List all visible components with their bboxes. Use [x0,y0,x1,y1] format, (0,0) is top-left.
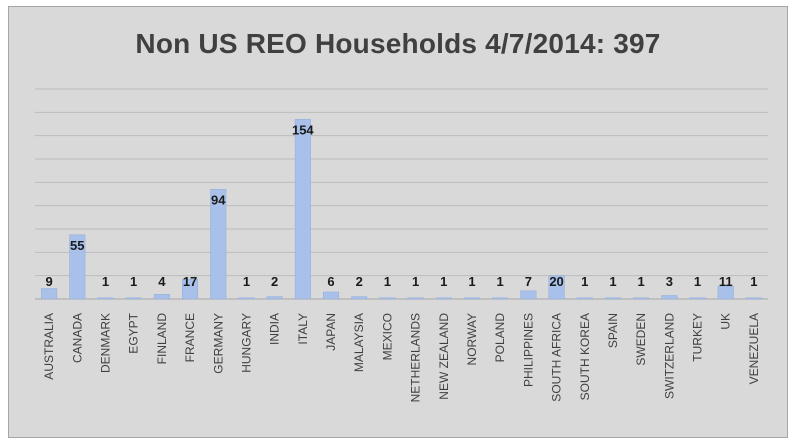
data-label: 1 [609,274,616,289]
bar [351,296,368,300]
bar [717,285,734,300]
category-tick-label: TURKEY [691,313,705,362]
bar [492,297,509,300]
category-tick-label: SWEDEN [634,313,648,366]
gridlines [35,88,768,300]
bar [182,278,199,300]
data-label: 3 [666,274,673,289]
data-label: 17 [183,274,197,289]
category-tick-label: DENMARK [98,313,112,373]
data-label: 1 [581,274,588,289]
data-label: 9 [45,274,52,289]
data-label: 1 [102,274,109,289]
category-tick-label: NETHERLANDS [409,313,423,402]
category-tick-label: UK [719,313,733,330]
bar [294,119,311,300]
bar [379,297,396,300]
data-label: 1 [412,274,419,289]
bar [125,297,142,300]
category-tick-label: CANADA [70,313,84,363]
data-label: 1 [638,274,645,289]
category-tick-label: GERMANY [211,313,225,374]
bar [548,275,565,300]
bar [604,297,621,300]
category-tick-label: HUNGARY [239,313,253,373]
bar [69,234,86,300]
bar [633,297,650,300]
bar [689,297,706,300]
bar [435,297,452,300]
data-label: 1 [750,274,757,289]
category-tick-label: ITALY [296,313,310,345]
data-label: 1 [694,274,701,289]
category-tick-labels: AUSTRALIA CANADA DENMARK EGYPT FINLAND FRANCE… [42,312,761,402]
bar [463,297,480,300]
bar [520,290,537,300]
chart-title: Non US REO Households 4/7/2014: 397 [135,28,661,59]
data-label: 4 [158,274,166,289]
category-tick-label: SOUTH KOREA [578,313,592,400]
category-tick-label: EGYPT [127,312,141,353]
data-label: 1 [468,274,475,289]
data-label: 20 [549,274,563,289]
category-tick-label: MEXICO [380,313,394,360]
bars [41,119,762,300]
category-tick-label: FRANCE [183,313,197,362]
bar [238,297,255,300]
data-label: 1 [497,274,504,289]
data-label: 1 [384,274,391,289]
category-tick-label: SWITZERLAND [662,313,676,399]
category-tick-label: NORWAY [465,313,479,365]
data-label: 94 [211,192,226,207]
bar [323,291,340,300]
category-tick-label: NEW ZEALAND [437,313,451,400]
data-label: 11 [719,274,733,289]
data-label: 6 [327,274,334,289]
data-label: 154 [292,122,314,137]
category-tick-label: AUSTRALIA [42,313,56,380]
category-tick-label: SOUTH AFRICA [550,313,564,402]
data-label: 55 [70,238,84,253]
data-label: 2 [271,274,278,289]
bar [153,294,170,300]
data-label: 1 [130,274,137,289]
category-tick-label: INDIA [268,313,282,345]
category-tick-label: PHILIPPINES [521,313,535,387]
bar [97,297,114,300]
category-tick-label: SPAIN [606,313,620,348]
category-tick-label: JAPAN [324,313,338,351]
bar [576,297,593,300]
bar [745,297,762,300]
bar [661,295,678,300]
bar [266,296,283,300]
bar [41,288,58,300]
data-label: 7 [525,274,532,289]
category-tick-label: VENEZUELA [747,313,761,384]
category-tick-label: FINLAND [155,313,169,365]
data-label: 1 [243,274,250,289]
bar [407,297,424,300]
category-tick-label: POLAND [493,313,507,363]
category-tick-label: MALAYSIA [352,313,366,372]
bar [210,189,227,300]
data-label: 2 [356,274,363,289]
data-label: 1 [440,274,447,289]
chart-frame [8,6,788,438]
